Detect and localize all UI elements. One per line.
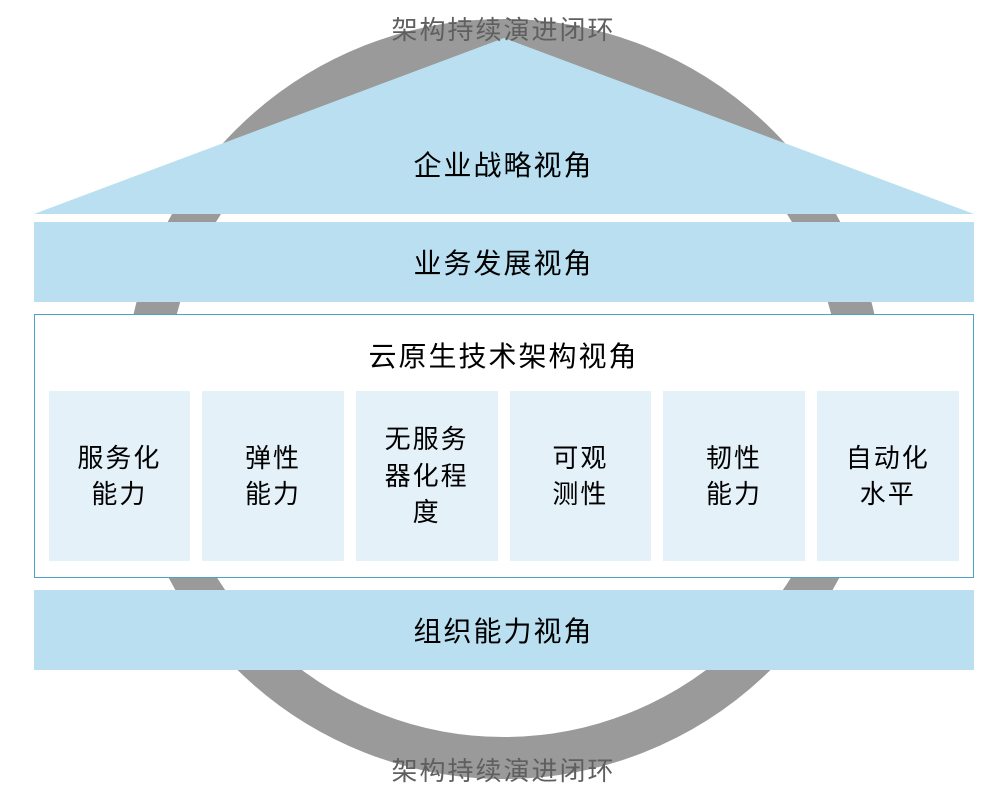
ring-label-bottom: 架构持续演进闭环 (391, 751, 615, 788)
tech-section-title: 云原生技术架构视角 (49, 325, 959, 391)
pillars-row: 服务化能力弹性能力无服务器化程度可观测性韧性能力自动化水平 (49, 391, 959, 561)
pillar-0: 服务化能力 (49, 391, 191, 561)
bar-business: 业务发展视角 (34, 222, 974, 302)
bar-org: 组织能力视角 (34, 590, 974, 670)
pillar-1: 弹性能力 (202, 391, 344, 561)
pillar-3: 可观测性 (510, 391, 652, 561)
ring-label-top: 架构持续演进闭环 (391, 10, 615, 47)
roof-label: 企业战略视角 (413, 144, 593, 184)
bar-org-label: 组织能力视角 (413, 610, 593, 650)
house-structure: 企业战略视角 业务发展视角 云原生技术架构视角 服务化能力弹性能力无服务器化程度… (34, 38, 974, 670)
pillar-2: 无服务器化程度 (356, 391, 498, 561)
pillar-5: 自动化水平 (817, 391, 959, 561)
tech-section: 云原生技术架构视角 服务化能力弹性能力无服务器化程度可观测性韧性能力自动化水平 (34, 314, 974, 578)
bar-business-label: 业务发展视角 (413, 242, 593, 282)
roof: 企业战略视角 (34, 38, 974, 214)
pillar-4: 韧性能力 (663, 391, 805, 561)
